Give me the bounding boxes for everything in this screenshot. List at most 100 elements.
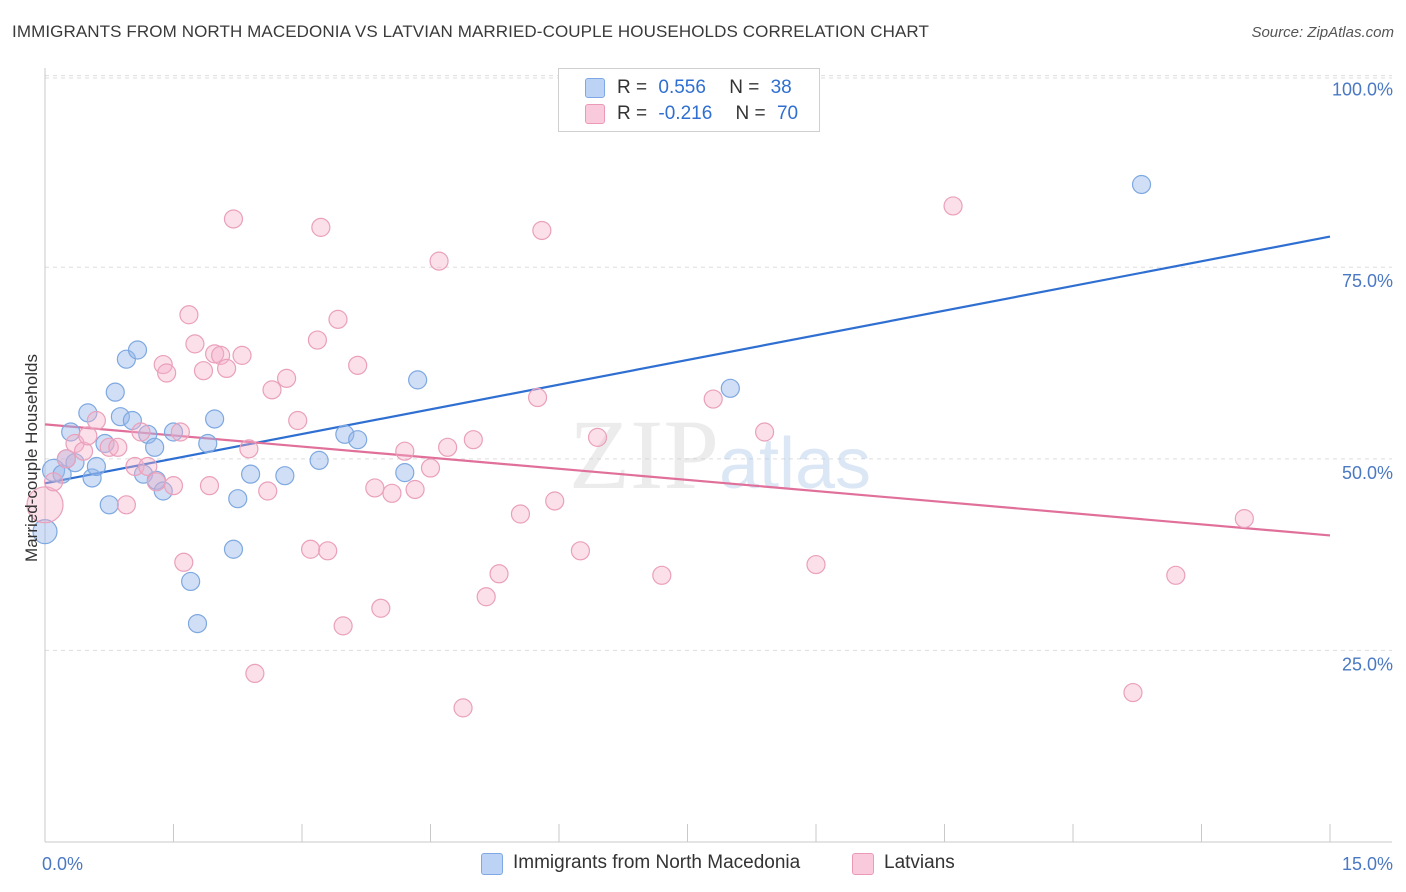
pink-point-58 <box>587 427 608 447</box>
y-tick-label-75: 75.0% <box>1342 271 1393 291</box>
pink-point-65 <box>1166 565 1186 585</box>
blue-point-36 <box>1131 174 1152 195</box>
pink-point-2 <box>56 449 77 469</box>
blue-point-18 <box>145 437 165 457</box>
x-tick-label-min: 0.0% <box>42 854 83 874</box>
pink-point-29 <box>245 663 265 684</box>
blue-point-22 <box>181 571 201 592</box>
pink-point-4 <box>73 441 94 461</box>
blue-point-24 <box>198 433 218 454</box>
pink-point-53 <box>510 504 531 524</box>
pink-point-26 <box>223 209 244 229</box>
pink-point-66 <box>1234 509 1254 529</box>
blue-point-23 <box>187 613 208 634</box>
pink-point-36 <box>311 217 331 237</box>
trend-line-pink <box>44 423 1331 537</box>
blue-point-10 <box>99 495 119 515</box>
legend-r-label: R = <box>617 103 648 124</box>
axes <box>44 68 1392 843</box>
blue-point-28 <box>241 464 261 484</box>
chart-title: IMMIGRANTS FROM NORTH MACEDONIA VS LATVI… <box>12 22 929 41</box>
pink-point-45 <box>405 479 425 500</box>
pink-point-6 <box>86 410 107 431</box>
legend-n-label: N = <box>735 103 766 124</box>
pink-point-22 <box>199 476 220 496</box>
pink-point-20 <box>185 334 205 354</box>
pink-point-62 <box>806 554 826 575</box>
series-swatch-pink <box>852 853 874 875</box>
pink-point-43 <box>382 483 402 503</box>
pink-point-61 <box>754 422 775 442</box>
y-tick-label-25: 25.0% <box>1342 654 1393 674</box>
pink-point-37 <box>318 541 338 561</box>
blue-point-29 <box>275 466 295 486</box>
legend-pink-r: -0.216 <box>658 103 713 124</box>
series-label-pink: Latvians <box>884 852 955 873</box>
pink-point-27 <box>232 345 252 365</box>
pink-point-63 <box>943 196 963 216</box>
pink-point-47 <box>429 251 449 271</box>
y-tick-label-100: 100.0% <box>1332 80 1393 100</box>
legend-n-label: N = <box>729 77 760 98</box>
watermark-zip: ZIP <box>569 399 719 510</box>
pink-point-12 <box>138 456 158 477</box>
pink-point-35 <box>307 330 328 350</box>
data-points <box>26 174 1254 718</box>
pink-point-33 <box>288 410 308 431</box>
blue-point-15 <box>127 340 148 360</box>
pink-point-56 <box>545 491 565 511</box>
series-swatch-blue <box>481 853 503 875</box>
pink-point-17 <box>170 422 190 442</box>
pink-point-42 <box>371 598 391 618</box>
pink-point-54 <box>527 387 548 408</box>
pink-point-8 <box>108 437 128 457</box>
pink-point-51 <box>476 587 496 607</box>
pink-point-48 <box>438 437 458 457</box>
pink-point-21 <box>193 361 214 381</box>
trend-lines <box>44 235 1331 537</box>
legend-swatch-pink <box>585 104 605 124</box>
pink-point-38 <box>328 309 348 329</box>
watermark-atlas: atlas <box>719 424 871 504</box>
pink-point-46 <box>420 458 441 478</box>
pink-point-40 <box>348 355 368 375</box>
pink-point-25 <box>217 358 237 379</box>
pink-point-57 <box>570 541 591 561</box>
legend-r-label: R = <box>617 77 648 98</box>
blue-point-33 <box>395 463 415 483</box>
pink-point-16 <box>163 476 184 496</box>
blue-point-7 <box>82 468 102 488</box>
chart-source: Source: ZipAtlas.com <box>1251 24 1394 41</box>
pink-point-55 <box>532 220 552 241</box>
pink-point-60 <box>703 389 723 409</box>
pink-point-59 <box>652 565 672 585</box>
pink-point-1 <box>43 472 64 492</box>
blue-point-35 <box>720 378 740 398</box>
legend-pink-n: 70 <box>776 103 799 124</box>
y-axis-label: Married-couple Households <box>22 354 41 562</box>
pink-point-18 <box>174 552 194 572</box>
blue-point-27 <box>228 489 248 509</box>
blue-point-0 <box>32 519 58 545</box>
blue-point-32 <box>348 430 368 450</box>
x-tick-label-max: 15.0% <box>1342 854 1393 874</box>
pink-point-15 <box>157 363 177 383</box>
pink-point-41 <box>365 478 385 498</box>
legend-blue-r: 0.556 <box>658 77 706 98</box>
blue-point-12 <box>110 407 130 427</box>
pink-point-9 <box>116 495 136 515</box>
pink-point-64 <box>1123 682 1143 703</box>
correlation-legend: R = 0.556 N = 38 R = -0.216 N = 70 <box>558 68 820 132</box>
pink-point-30 <box>258 481 278 501</box>
x-tick-labels: 0.0% 15.0% <box>42 854 1393 874</box>
pink-point-5 <box>78 426 98 446</box>
pink-point-0 <box>26 486 64 524</box>
y-tick-labels: 25.0% 50.0% 75.0% 100.0% <box>1332 80 1393 675</box>
blue-point-21 <box>163 422 184 442</box>
pink-point-49 <box>453 698 473 718</box>
blue-point-31 <box>335 424 355 444</box>
blue-point-25 <box>205 409 225 429</box>
series-label-blue: Immigrants from North Macedonia <box>513 852 801 873</box>
pink-point-31 <box>262 380 282 400</box>
pink-point-32 <box>276 368 297 388</box>
